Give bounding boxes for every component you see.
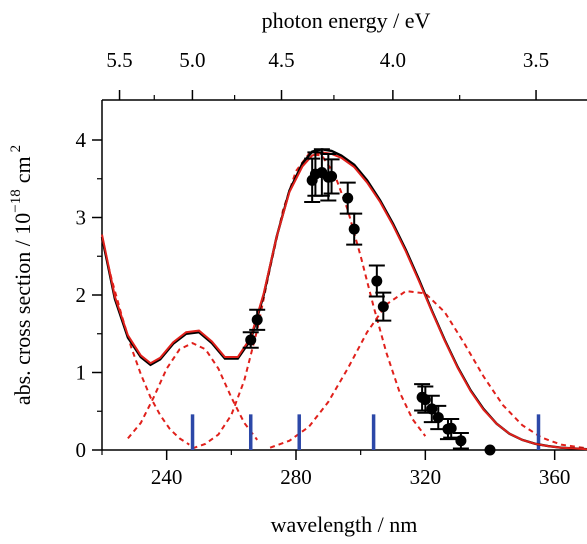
y-axis-label: abs. cross section / 10−18 cm 2 [8, 145, 35, 405]
data-point-15 [432, 411, 444, 423]
top-tick-label-3.5: 3.5 [523, 48, 549, 72]
top-tick-label-4.5: 4.5 [268, 48, 294, 72]
top-tick-label-4.0: 4.0 [380, 48, 406, 72]
y-tick-label-2: 2 [76, 283, 87, 307]
data-point-8 [342, 192, 354, 204]
top-tick-label-5.0: 5.0 [179, 48, 205, 72]
data-point-9 [348, 223, 360, 235]
data-point-1 [245, 334, 257, 346]
y-tick-label-4: 4 [76, 128, 87, 152]
data-point-10 [371, 275, 383, 287]
y-axis: 0 1 2 3 4 [76, 128, 102, 462]
y-tick-label-0: 0 [76, 438, 87, 462]
data-point-7 [326, 170, 338, 182]
x-tick-label-320: 320 [410, 465, 442, 489]
data-point-17 [445, 422, 457, 434]
component-curve-1 [101, 238, 190, 446]
component-curve-4 [269, 290, 587, 450]
x-axis-label: wavelength / nm [271, 512, 418, 537]
x-tick-label-240: 240 [151, 465, 183, 489]
y-axis-label-unit-exponent: 2 [8, 145, 24, 153]
component-curve-3 [192, 152, 427, 450]
data-points [242, 148, 496, 456]
y-axis-label-unit: cm [10, 156, 35, 183]
data-point-13 [419, 394, 431, 406]
y-tick-label-1: 1 [76, 361, 87, 385]
total-curve-red [101, 151, 587, 451]
top-tick-label-5.5: 5.5 [106, 48, 132, 72]
data-point-18 [455, 435, 467, 447]
x-tick-label-280: 280 [280, 465, 312, 489]
data-point-2 [251, 314, 263, 326]
x-tick-label-360: 360 [539, 465, 571, 489]
data-point-11 [377, 301, 389, 313]
y-tick-label-3: 3 [76, 206, 87, 230]
top-axis: 5.5 5.0 4.5 4.0 3.5 [106, 48, 549, 100]
top-axis-label: photon energy / eV [262, 8, 431, 33]
y-axis-label-exponent: −18 [8, 189, 24, 212]
y-axis-label-main: abs. cross section / 10 [10, 213, 35, 405]
component-curve-2 [127, 341, 258, 441]
transition-sticks [190, 414, 541, 450]
plot-area [100, 99, 587, 456]
x-axis: 240 280 320 360 [101, 450, 571, 489]
total-curves [100, 148, 587, 451]
